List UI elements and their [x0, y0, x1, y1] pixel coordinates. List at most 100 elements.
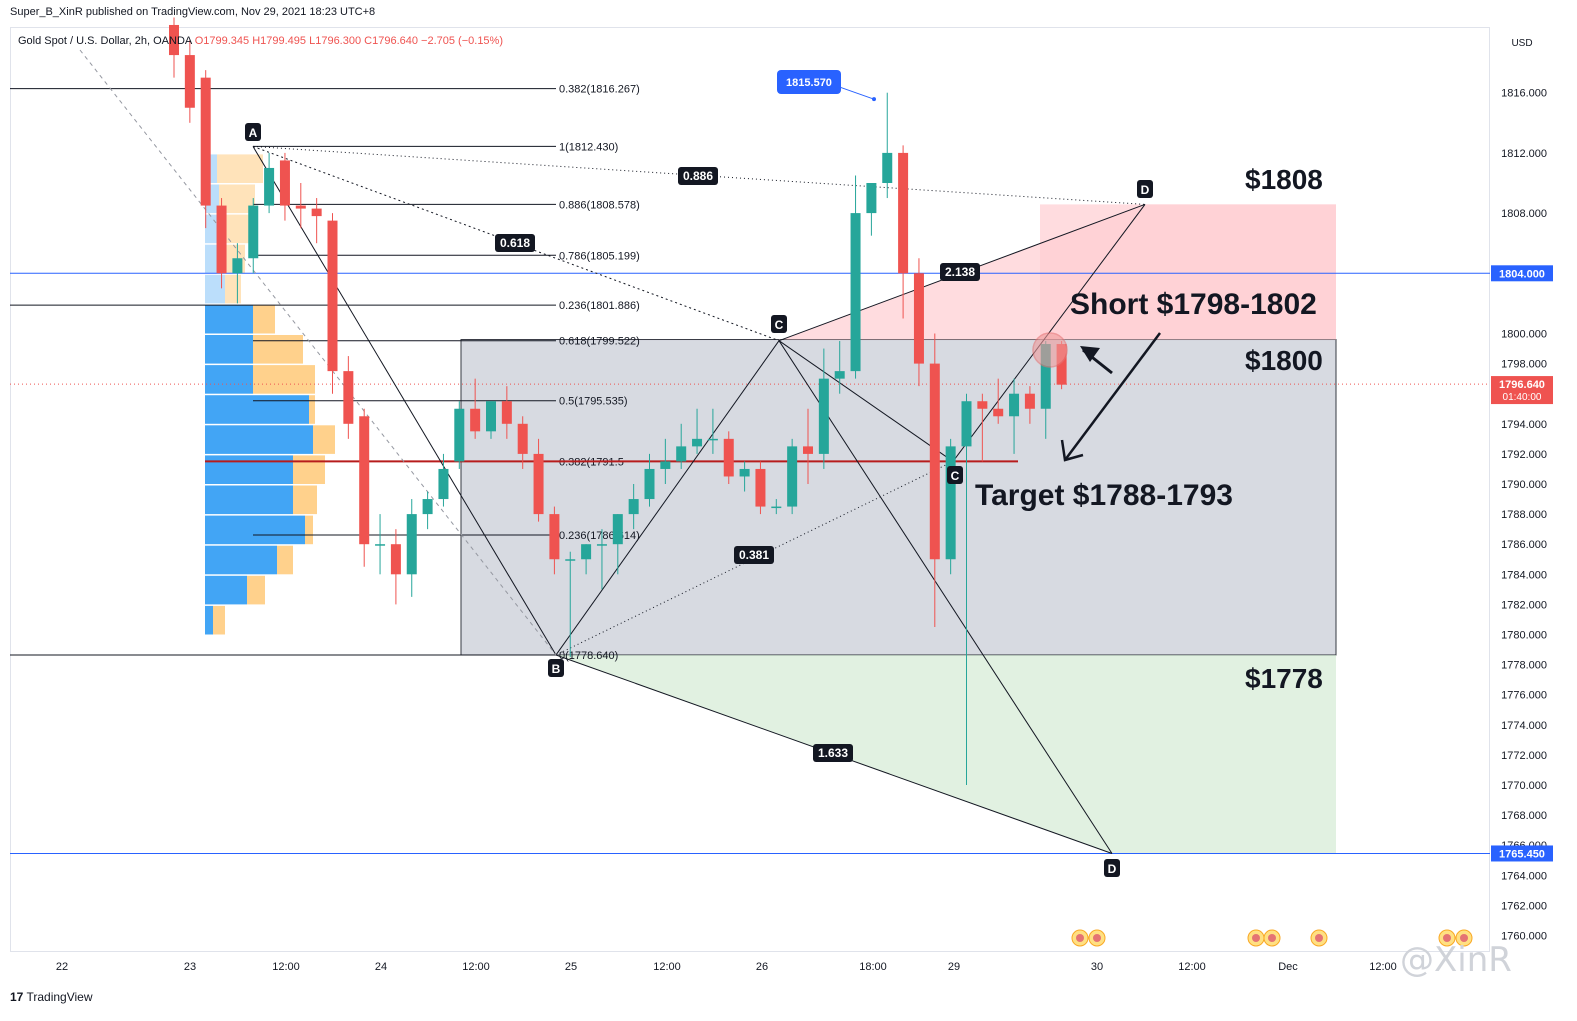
price-axis-label: 1796.640: [1499, 379, 1545, 391]
candle-body: [279, 160, 290, 206]
candle-body: [961, 401, 972, 447]
symbol-legend: Gold Spot / U.S. Dollar, 2h, OANDA O1799…: [18, 35, 503, 47]
candle-body: [581, 544, 592, 560]
pattern-point-badge: [548, 659, 564, 677]
candle-body: [454, 408, 465, 462]
y-tick-label: 1770.000: [1501, 780, 1547, 792]
volume-profile-bar: [205, 455, 293, 484]
fib-level-label: 0(1778.640): [559, 650, 618, 662]
candle-body: [945, 446, 956, 560]
event-flag-icon: [1093, 934, 1101, 942]
event-flag-icon: [1252, 934, 1260, 942]
target-arrow-line: [1063, 332, 1162, 461]
volume-profile-bar: [205, 335, 253, 364]
fib-level-label: 0.236(1786.614): [559, 530, 640, 542]
candle-body: [517, 423, 528, 454]
publisher-header: Super_B_XinR published on TradingView.co…: [10, 6, 376, 18]
candle-body: [977, 401, 988, 409]
volume-profile-bar: [205, 304, 253, 334]
candle-body: [390, 544, 401, 575]
volume-profile-bar: [313, 425, 335, 454]
candle-body: [882, 152, 893, 183]
y-tick-label: 1788.000: [1501, 509, 1547, 521]
candle-body: [644, 468, 655, 500]
tradingview-logo-icon: 17: [10, 990, 24, 1004]
y-tick-label: 1798.000: [1501, 359, 1547, 371]
y-tick-label: 1780.000: [1501, 630, 1547, 642]
volume-profile-bar: [205, 365, 253, 394]
candle-body: [169, 24, 179, 56]
high-marker-line: [839, 86, 875, 100]
trend-line: [79, 49, 557, 656]
candle-body: [327, 220, 338, 372]
candle-body: [596, 544, 607, 546]
candle-body: [533, 453, 544, 515]
fib-level-label: 0.786(1805.199): [559, 250, 640, 262]
pattern-point-badge: [947, 466, 963, 484]
entry-highlight: [1032, 332, 1068, 368]
y-tick-label: 1782.000: [1501, 599, 1547, 611]
symbol-name: Gold Spot / U.S. Dollar, 2h, OANDA: [18, 35, 192, 47]
event-flag-icon: [1315, 934, 1323, 942]
x-tick-label: 12:00: [1369, 961, 1397, 973]
candle-body: [771, 506, 782, 509]
volume-profile-bar: [253, 304, 275, 334]
pattern-point-label: A: [249, 126, 258, 140]
y-tick-label: 1774.000: [1501, 720, 1547, 732]
pattern-point-label: C: [775, 318, 784, 332]
x-tick-label: 12:00: [462, 961, 490, 973]
level-1800-label: $1800: [1245, 345, 1323, 376]
candle-body: [834, 371, 845, 379]
price-axis-label: 1765.450: [1499, 848, 1545, 860]
y-tick-label: 1762.000: [1501, 900, 1547, 912]
candle-body: [1009, 393, 1020, 417]
candle-body: [898, 152, 909, 274]
candle-body: [343, 371, 354, 424]
pattern-leg: [555, 340, 780, 656]
candle-body: [707, 438, 718, 441]
pattern-ratio-line: [252, 145, 1146, 205]
candle-body: [438, 468, 449, 500]
event-flag-icon: [1268, 934, 1276, 942]
candle-body: [723, 438, 734, 477]
candle-body: [1040, 344, 1051, 409]
level-1778-label: $1778: [1245, 663, 1323, 694]
event-flag-icon: [1460, 934, 1468, 942]
change-value: −2.705 (−0.15%): [421, 35, 503, 47]
x-tick-label: 12:00: [653, 961, 681, 973]
high-value: H1799.495: [252, 35, 307, 47]
y-tick-label: 1794.000: [1501, 419, 1547, 431]
volume-profile-bar: [205, 575, 247, 605]
candle-body: [264, 167, 275, 206]
candle-body: [676, 446, 687, 462]
y-tick-label: 1776.000: [1501, 690, 1547, 702]
candle-body: [486, 401, 496, 432]
y-tick-label: 1786.000: [1501, 539, 1547, 551]
x-tick-label: 30: [1091, 961, 1103, 973]
volume-profile-bar: [205, 274, 225, 304]
open-value: O1799.345: [194, 35, 250, 47]
ratio-label: 0.381: [739, 548, 769, 562]
x-tick-label: 29: [948, 961, 960, 973]
tradingview-footer: 17 TradingView: [10, 990, 93, 1004]
volume-profile-bar: [205, 545, 277, 575]
candle-body: [422, 499, 433, 515]
x-tick-label: 18:00: [859, 961, 887, 973]
event-flag-icon: [1443, 934, 1451, 942]
pattern-point-label: C: [951, 469, 960, 483]
candle-body: [628, 499, 639, 515]
candle-body: [866, 183, 877, 214]
y-tick-label: 1790.000: [1501, 479, 1547, 491]
price-axis-label: 1804.000: [1499, 268, 1545, 280]
pattern-point-label: D: [1108, 862, 1117, 876]
chart-frame: [10, 27, 1490, 952]
pattern-point-badge: [245, 123, 261, 141]
x-tick-label: 23: [184, 961, 196, 973]
volume-profile-bar: [309, 395, 315, 424]
fib-level-label: 0.382(1816.267): [559, 84, 640, 96]
target-arrow-head: [1060, 439, 1084, 462]
author-watermark: @XinR: [1400, 940, 1512, 980]
ratio-badge: [813, 744, 853, 762]
y-tick-label: 1764.000: [1501, 870, 1547, 882]
